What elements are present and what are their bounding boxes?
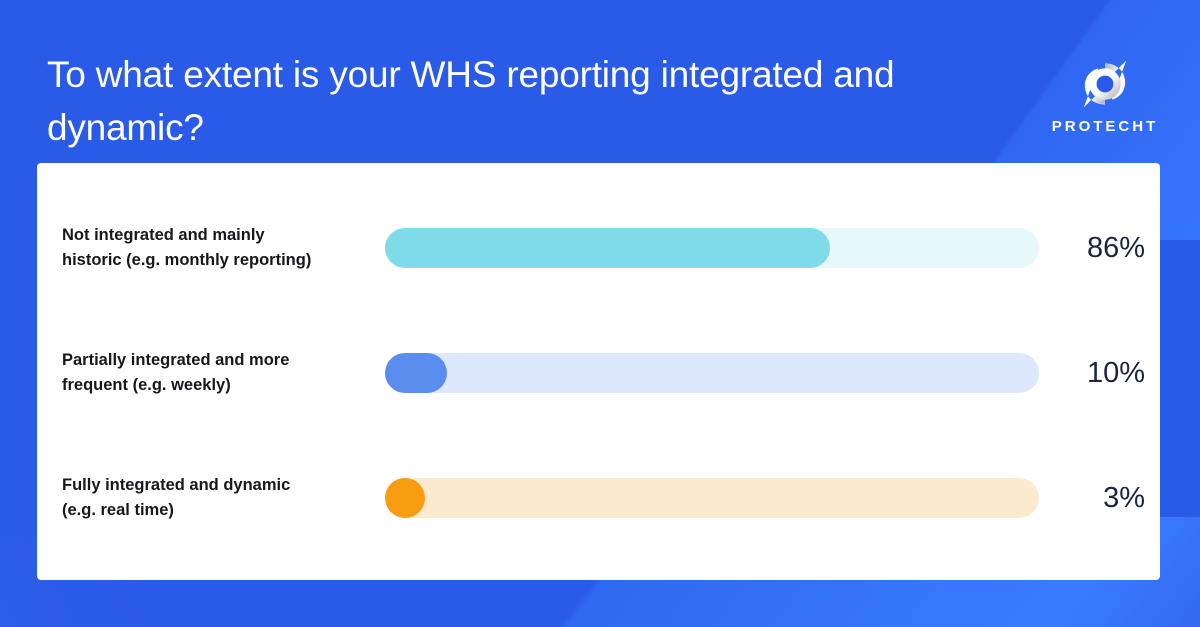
bar-row-label-line1: Not integrated and mainly	[62, 226, 265, 244]
bar-row-partially-integrated: Partially integrated and more frequent (…	[37, 328, 1160, 418]
bar-row-label: Fully integrated and dynamic (e.g. real …	[62, 473, 382, 523]
page-title: To what extent is your WHS reporting int…	[47, 54, 895, 148]
bar-row-label: Partially integrated and more frequent (…	[62, 348, 382, 398]
bar-row-label-line2: frequent (e.g. weekly)	[62, 376, 231, 394]
bar-value-label: 10%	[1086, 357, 1145, 389]
protecht-leaf-icon	[1083, 60, 1127, 108]
bar-value-label: 3%	[1103, 482, 1145, 514]
bar-fill	[385, 228, 830, 268]
bar-row-label-line1: Fully integrated and dynamic	[62, 476, 291, 494]
bar-row-fully-integrated: Fully integrated and dynamic (e.g. real …	[37, 453, 1160, 543]
bar-row-label: Not integrated and mainly historic (e.g.…	[62, 223, 382, 273]
bar-value-label: 86%	[1086, 232, 1145, 264]
bar-track	[385, 228, 1039, 268]
bar-row-label-line2: (e.g. real time)	[62, 501, 174, 519]
header: To what extent is your WHS reporting int…	[0, 0, 1200, 163]
bar-track	[385, 478, 1039, 518]
protecht-wordmark: PROTECHT	[1051, 118, 1159, 135]
bar-row-label-line1: Partially integrated and more	[62, 351, 290, 369]
chart-card: Not integrated and mainly historic (e.g.…	[37, 163, 1160, 580]
bar-row-not-integrated: Not integrated and mainly historic (e.g.…	[37, 203, 1160, 293]
bar-track	[385, 353, 1039, 393]
protecht-logo: PROTECHT	[1050, 56, 1160, 134]
bar-rows: Not integrated and mainly historic (e.g.…	[37, 163, 1160, 580]
bar-row-label-line2: historic (e.g. monthly reporting)	[62, 251, 312, 269]
bar-fill	[385, 353, 448, 393]
bar-fill	[385, 478, 425, 518]
